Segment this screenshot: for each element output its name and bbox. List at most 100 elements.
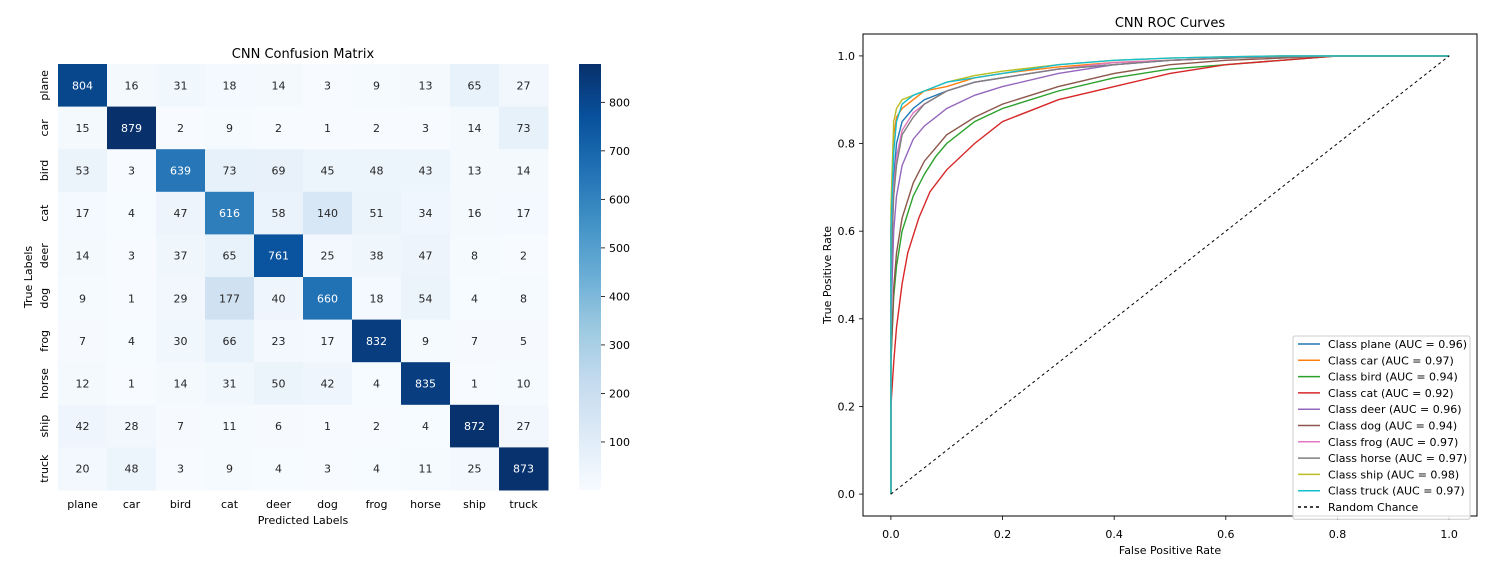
heatmap-cell-value: 43 bbox=[419, 165, 433, 178]
heatmap-cell-value: 2 bbox=[275, 122, 282, 135]
heatmap-cell bbox=[156, 319, 206, 363]
heatmap-cell bbox=[303, 404, 353, 448]
heatmap-cell bbox=[499, 362, 549, 406]
heatmap-cell bbox=[156, 106, 206, 150]
heatmap-cell-value: 31 bbox=[223, 378, 237, 391]
heatmap-cell bbox=[107, 277, 157, 321]
heatmap-cell bbox=[156, 64, 206, 108]
heatmap-cell bbox=[450, 319, 500, 363]
heatmap-cell-value: 13 bbox=[419, 79, 433, 92]
roc-x-tick-label: 0.8 bbox=[1329, 528, 1347, 541]
legend-label: Class bird (AUC = 0.94) bbox=[1328, 371, 1458, 384]
heatmap-y-tick-label: bird bbox=[38, 160, 51, 181]
heatmap-cell-value: 47 bbox=[174, 207, 188, 220]
roc-curves bbox=[890, 55, 1450, 495]
heatmap-cell-value: 140 bbox=[317, 207, 338, 220]
heatmap-cell-value: 54 bbox=[419, 292, 433, 305]
roc-y-tick-label: 0.8 bbox=[838, 138, 856, 151]
heatmap-cell bbox=[450, 106, 500, 150]
legend-label: Class horse (AUC = 0.97) bbox=[1328, 452, 1467, 465]
heatmap-cell bbox=[107, 362, 157, 406]
legend-label: Class plane (AUC = 0.96) bbox=[1328, 338, 1467, 351]
heatmap-cell bbox=[58, 362, 108, 406]
roc-x-tick-label: 0.4 bbox=[1105, 528, 1123, 541]
heatmap-x-tick-label: cat bbox=[221, 498, 239, 511]
heatmap-cell bbox=[401, 319, 451, 363]
heatmap-x-tick-label: dog bbox=[317, 498, 338, 511]
heatmap-y-tick-labels: plane car bird cat deer dog frog horse ship truck bbox=[38, 70, 51, 483]
heatmap-cell-value: 873 bbox=[513, 463, 534, 476]
roc-x-tick-label: 0.6 bbox=[1217, 528, 1235, 541]
heatmap-cell bbox=[303, 277, 353, 321]
heatmap-cell bbox=[401, 277, 451, 321]
heatmap-cell bbox=[107, 234, 157, 278]
heatmap-cell-value: 14 bbox=[468, 122, 482, 135]
heatmap-cell bbox=[450, 191, 500, 235]
heatmap-cell bbox=[107, 64, 157, 108]
heatmap-cell bbox=[352, 447, 402, 491]
heatmap-cell-value: 23 bbox=[272, 335, 286, 348]
heatmap-cell bbox=[352, 149, 402, 193]
colorbar-tick-label: 200 bbox=[609, 387, 630, 400]
heatmap-y-tick-label: truck bbox=[38, 454, 51, 483]
heatmap-cell-value: 832 bbox=[366, 335, 387, 348]
heatmap-cell bbox=[352, 106, 402, 150]
heatmap-cell-value: 11 bbox=[419, 463, 433, 476]
heatmap-cell bbox=[156, 362, 206, 406]
heatmap-cell bbox=[499, 64, 549, 108]
heatmap-cell bbox=[352, 404, 402, 448]
heatmap-cell-value: 3 bbox=[128, 165, 135, 178]
colorbar-tick-label: 100 bbox=[609, 436, 630, 449]
heatmap-cell-value: 660 bbox=[317, 292, 338, 305]
heatmap-cell bbox=[499, 277, 549, 321]
heatmap-cell bbox=[254, 362, 304, 406]
heatmap-cell-value: 48 bbox=[125, 463, 139, 476]
heatmap-cell bbox=[352, 277, 402, 321]
heatmap-x-tick-label: horse bbox=[410, 498, 441, 511]
heatmap-cell-value: 16 bbox=[468, 207, 482, 220]
heatmap-cell-value: 42 bbox=[76, 420, 90, 433]
roc-curve bbox=[890, 55, 1450, 495]
heatmap-cell bbox=[254, 277, 304, 321]
heatmap-cell-value: 4 bbox=[373, 463, 380, 476]
heatmap-cell-value: 73 bbox=[517, 122, 531, 135]
heatmap-cell-value: 4 bbox=[422, 420, 429, 433]
heatmap-cell-value: 27 bbox=[517, 79, 531, 92]
heatmap-cell-value: 1 bbox=[128, 292, 135, 305]
heatmap-cell bbox=[499, 149, 549, 193]
heatmap-cell-value: 3 bbox=[324, 79, 331, 92]
heatmap-cell-value: 20 bbox=[76, 463, 90, 476]
heatmap-cell-value: 639 bbox=[170, 165, 191, 178]
heatmap-cell bbox=[205, 149, 255, 193]
heatmap-cell bbox=[58, 234, 108, 278]
heatmap-cell-value: 9 bbox=[226, 463, 233, 476]
roc-plot-area bbox=[862, 33, 1478, 517]
heatmap-cell-value: 37 bbox=[174, 250, 188, 263]
heatmap-cell bbox=[58, 191, 108, 235]
legend-label: Class deer (AUC = 0.96) bbox=[1328, 403, 1462, 416]
heatmap-cell bbox=[156, 234, 206, 278]
heatmap-cell bbox=[58, 447, 108, 491]
colorbar-tick-label: 500 bbox=[609, 242, 630, 255]
heatmap-cell-value: 14 bbox=[76, 250, 90, 263]
heatmap-cell-value: 47 bbox=[419, 250, 433, 263]
heatmap-cell bbox=[107, 319, 157, 363]
heatmap-cell bbox=[303, 191, 353, 235]
heatmap-cell bbox=[205, 447, 255, 491]
heatmap-cell bbox=[401, 447, 451, 491]
heatmap-cell bbox=[254, 404, 304, 448]
heatmap-cell bbox=[58, 404, 108, 448]
heatmap-x-tick-label: ship bbox=[463, 498, 486, 511]
heatmap-cell-value: 5 bbox=[520, 335, 527, 348]
heatmap-cell-value: 58 bbox=[272, 207, 286, 220]
roc-y-tick-label: 0.0 bbox=[838, 488, 856, 501]
heatmap-cell bbox=[352, 319, 402, 363]
heatmap-cell-value: 28 bbox=[125, 420, 139, 433]
heatmap-cell bbox=[450, 149, 500, 193]
roc-y-ticks: 0.0 0.2 0.4 0.6 0.8 1.0 bbox=[838, 50, 863, 501]
heatmap-x-axis-label: Predicted Labels bbox=[258, 514, 349, 527]
heatmap-cell bbox=[401, 404, 451, 448]
roc-panel: CNN ROC Curves 0.0 0.2 0.4 0.6 0.8 1.0 0.0 0.2… bbox=[821, 16, 1478, 557]
heatmap-y-tick-label: ship bbox=[38, 415, 51, 438]
heatmap-x-tick-label: frog bbox=[366, 498, 388, 511]
